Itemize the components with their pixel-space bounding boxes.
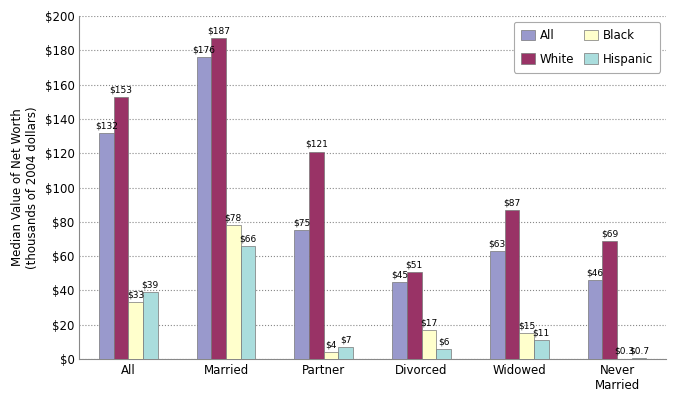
Text: $87: $87 xyxy=(503,198,521,207)
Text: $7: $7 xyxy=(340,335,351,345)
Bar xyxy=(294,231,309,359)
Text: $46: $46 xyxy=(586,268,604,278)
Y-axis label: Median Value of Net Worth
(thousands of 2004 dollars): Median Value of Net Worth (thousands of … xyxy=(11,106,39,269)
Bar xyxy=(338,347,353,359)
Text: $75: $75 xyxy=(293,219,310,228)
Text: $15: $15 xyxy=(518,322,536,331)
Bar xyxy=(490,251,504,359)
Bar xyxy=(143,292,158,359)
Text: $69: $69 xyxy=(601,229,618,238)
Legend: All, White, Black, Hispanic: All, White, Black, Hispanic xyxy=(514,22,660,73)
Bar xyxy=(632,358,647,359)
Text: $63: $63 xyxy=(489,239,506,248)
Text: $176: $176 xyxy=(192,46,215,55)
Bar xyxy=(226,225,241,359)
Bar xyxy=(436,349,451,359)
Text: $132: $132 xyxy=(95,121,118,130)
Text: $121: $121 xyxy=(305,140,328,149)
Bar xyxy=(519,333,534,359)
Text: $153: $153 xyxy=(110,85,133,94)
Bar xyxy=(211,38,226,359)
Text: $51: $51 xyxy=(406,260,423,269)
Text: $0.7: $0.7 xyxy=(629,346,649,355)
Bar xyxy=(309,152,324,359)
Text: $33: $33 xyxy=(127,291,144,300)
Bar xyxy=(241,246,255,359)
Text: $17: $17 xyxy=(420,318,437,327)
Text: $187: $187 xyxy=(207,27,230,36)
Text: $45: $45 xyxy=(391,270,408,279)
Bar xyxy=(99,133,114,359)
Text: $78: $78 xyxy=(225,214,242,223)
Text: $0.3: $0.3 xyxy=(614,347,634,356)
Bar xyxy=(504,210,519,359)
Bar xyxy=(588,280,603,359)
Text: $6: $6 xyxy=(438,337,450,346)
Bar xyxy=(114,97,128,359)
Bar xyxy=(128,302,143,359)
Bar xyxy=(422,330,436,359)
Text: $39: $39 xyxy=(141,280,159,290)
Text: $66: $66 xyxy=(240,234,257,243)
Bar xyxy=(534,340,548,359)
Bar xyxy=(407,272,422,359)
Text: $4: $4 xyxy=(326,341,336,349)
Bar xyxy=(392,282,407,359)
Bar xyxy=(603,241,617,359)
Text: $11: $11 xyxy=(533,328,550,338)
Bar xyxy=(197,57,211,359)
Bar xyxy=(324,352,338,359)
